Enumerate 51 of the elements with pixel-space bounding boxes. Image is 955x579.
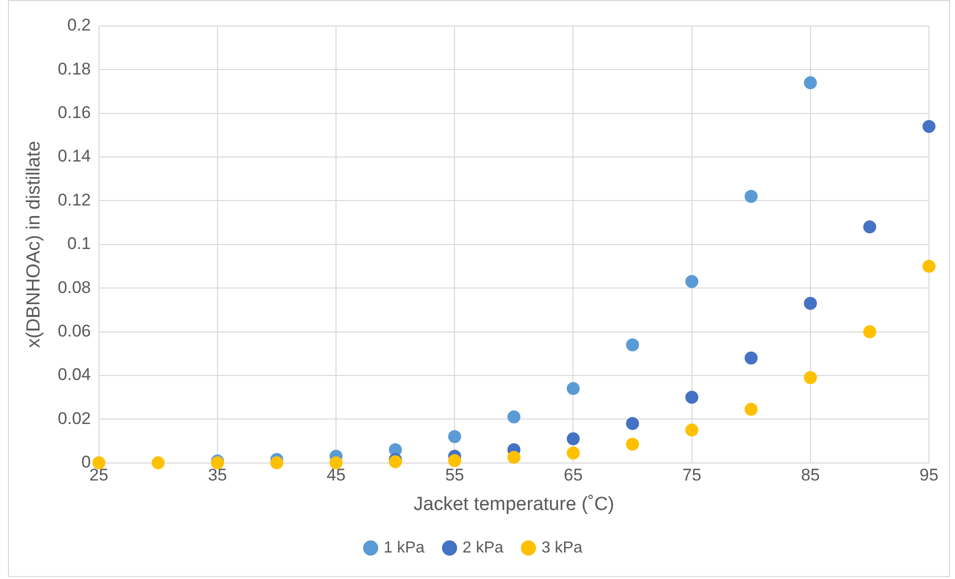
- point: [448, 430, 462, 444]
- x-tick-label: 35: [208, 466, 227, 485]
- point: [566, 432, 580, 446]
- point: [922, 260, 936, 273]
- point: [685, 390, 698, 404]
- point: [330, 456, 343, 470]
- y-tick-label: 0.04: [58, 365, 91, 384]
- x-axis-title: Jacket temperature (˚C): [414, 494, 614, 515]
- x-tick-label: 25: [89, 466, 108, 485]
- point: [804, 76, 817, 90]
- x-tick-label: 45: [326, 466, 346, 485]
- point: [626, 338, 640, 352]
- y-tick-label: 0.12: [58, 190, 91, 210]
- point: [922, 120, 936, 133]
- y-tick-label: 0: [81, 452, 91, 472]
- y-tick-label: 0.06: [58, 321, 91, 340]
- y-tick-label: 0.16: [58, 103, 91, 122]
- x-tick-label: 75: [682, 466, 702, 485]
- legend-label: 1 kPa: [384, 539, 425, 556]
- y-axis-title: x(DBNHOAc) in distillate: [24, 140, 45, 348]
- point: [863, 325, 876, 338]
- x-tick-label: 55: [445, 466, 464, 485]
- y-tick-label: 0.1: [67, 234, 91, 254]
- point: [744, 351, 758, 364]
- point: [507, 410, 520, 424]
- point: [685, 424, 698, 437]
- point: [744, 402, 758, 416]
- y-tick-label: 0.02: [58, 408, 91, 428]
- y-tick-label: 0.14: [58, 146, 91, 166]
- point: [566, 446, 580, 460]
- point: [626, 416, 640, 430]
- point: [863, 220, 876, 234]
- legend-label: 3 kPa: [541, 539, 582, 556]
- y-tick-label: 0.2: [67, 16, 91, 35]
- x-tick-label: 85: [800, 466, 820, 485]
- point: [507, 450, 520, 464]
- y-tick-label: 0.08: [58, 278, 91, 297]
- legend-label: 2 kPa: [462, 539, 504, 556]
- x-tick-label: 95: [920, 466, 938, 485]
- point: [804, 296, 817, 310]
- point: [152, 456, 165, 470]
- point: [566, 382, 580, 396]
- point: [270, 456, 284, 470]
- point: [448, 454, 462, 468]
- point: [744, 190, 758, 203]
- y-tick-label: 0.18: [58, 59, 91, 78]
- point: [804, 371, 817, 384]
- point: [92, 456, 106, 470]
- point: [685, 275, 698, 288]
- x-tick-label: 65: [564, 466, 583, 485]
- point: [626, 438, 640, 451]
